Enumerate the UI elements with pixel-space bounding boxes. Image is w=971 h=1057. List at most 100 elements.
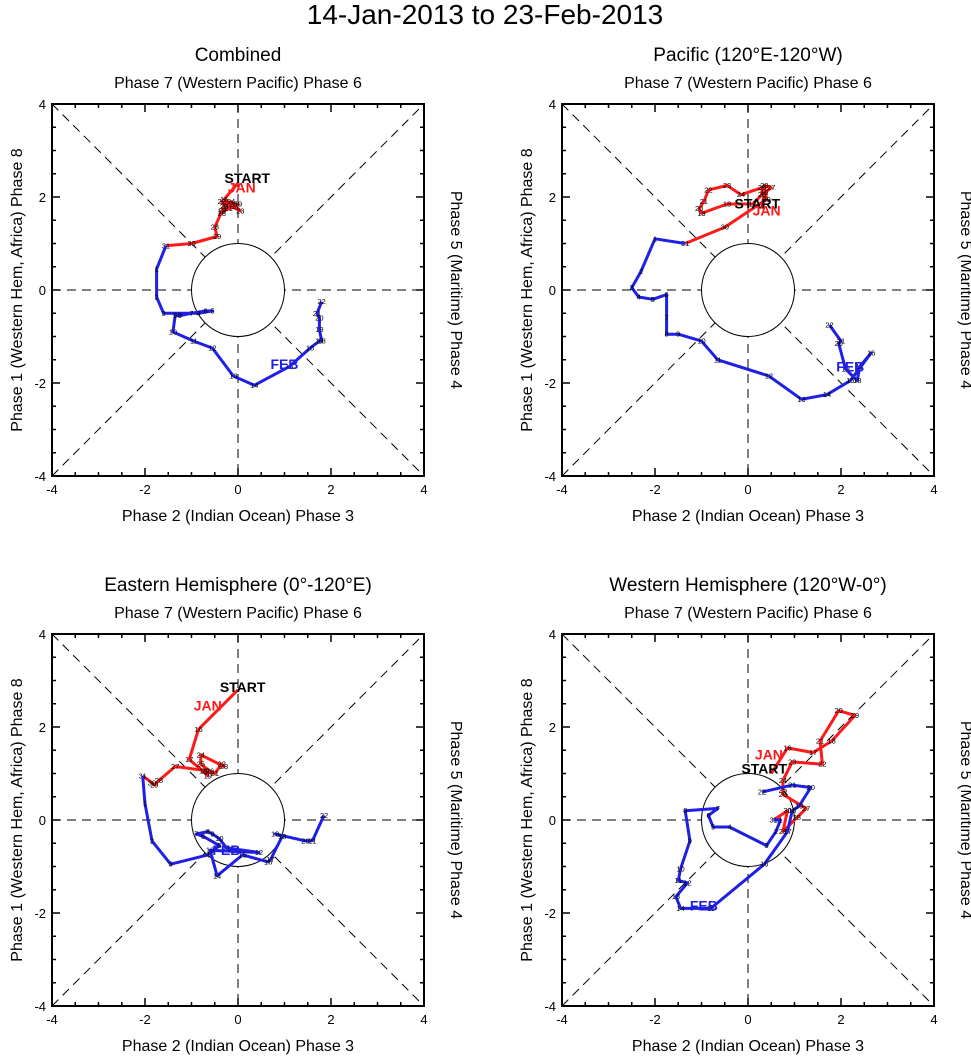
day-label: 22 (218, 760, 226, 769)
day-label: 27 (802, 804, 810, 813)
day-label: 17 (315, 337, 323, 346)
right-phase-label: Phase 5 (Maritime) Phase 4 (957, 191, 971, 389)
x-tick-label: 0 (744, 482, 751, 497)
day-label: 19 (795, 802, 803, 811)
x-tick-label: -2 (139, 1012, 151, 1027)
x-tick-label: 0 (234, 1012, 241, 1027)
day-label: 23 (723, 181, 731, 190)
day-label: 14 (250, 381, 258, 390)
day-label: 9 (676, 330, 680, 339)
day-label: 23 (788, 757, 796, 766)
y-tick-label: 2 (39, 720, 46, 735)
day-label: 11 (714, 355, 722, 364)
x-tick-label: 4 (420, 1012, 427, 1027)
day-label: 13 (229, 372, 237, 381)
day-label: 22 (704, 186, 712, 195)
day-label: 19 (204, 771, 212, 780)
day-label: 5 (210, 306, 214, 315)
day-label: 11 (190, 337, 198, 346)
day-label: 2 (155, 292, 159, 301)
day-label: 4 (196, 309, 200, 318)
y-tick-label: 2 (39, 190, 46, 205)
y-tick-label: 0 (549, 283, 556, 298)
day-label: 17 (809, 748, 817, 757)
day-label: 25 (197, 760, 205, 769)
day-label: 28 (211, 223, 219, 232)
day-label: 22 (320, 811, 328, 820)
day-label: 20 (835, 706, 843, 715)
figure-title: 14-Jan-2013 to 23-Feb-2013 (307, 0, 663, 30)
day-label: 18 (278, 832, 286, 841)
day-label: 17 (783, 827, 791, 836)
day-label: 21 (225, 204, 233, 213)
left-phase-label: Phase 1 (Western Hem, Africa) Phase 8 (519, 148, 536, 431)
day-label: 10 (215, 834, 223, 843)
panel-title: Western Hemisphere (120°W-0°) (609, 575, 886, 596)
panel-3: Eastern Hemisphere (0°-120°E) Phase 7 (We… (9, 575, 464, 1055)
top-phase-label: Phase 7 (Western Pacific) Phase 6 (624, 605, 872, 622)
day-label: 8 (178, 311, 182, 320)
day-label: 31 (769, 816, 777, 825)
jan-label: JAN (753, 203, 781, 219)
jan-track (770, 709, 857, 834)
y-tick-label: -4 (544, 999, 556, 1014)
x-tick-label: 0 (744, 1012, 751, 1027)
day-label: 10 (676, 864, 684, 873)
y-tick-label: 4 (549, 97, 556, 112)
panel-title: Pacific (120°E-120°W) (653, 45, 842, 66)
y-tick-label: 0 (39, 813, 46, 828)
left-phase-label: Phase 1 (Western Hem, Africa) Phase 8 (9, 678, 26, 961)
day-label: 30 (721, 223, 729, 232)
day-label: 17 (748, 199, 756, 208)
day-label: 6 (706, 811, 710, 820)
day-label: 16 (306, 344, 314, 353)
panel-4: Western Hemisphere (120°W-0°) Phase 7 (We… (519, 575, 971, 1055)
day-label: 24 (197, 750, 205, 759)
day-label: 1 (778, 816, 782, 825)
day-label: 18 (723, 199, 731, 208)
feb-track (674, 783, 813, 910)
day-label: 21 (313, 309, 321, 318)
day-label: 26 (218, 209, 226, 218)
day-label: 11 (222, 843, 230, 852)
feb-label: FEB (212, 842, 240, 858)
panel-title: Combined (195, 45, 282, 66)
day-label: 25 (779, 785, 787, 794)
start-label: START (734, 196, 780, 212)
day-label: 2 (150, 836, 154, 845)
day-label: 16 (760, 860, 768, 869)
day-label: 19 (841, 365, 849, 374)
bottom-phase-label: Phase 2 (Indian Ocean) Phase 3 (122, 508, 354, 525)
day-label: 21 (837, 337, 845, 346)
day-label: 5 (711, 822, 715, 831)
day-label: 23 (220, 762, 228, 771)
start-label: START (224, 170, 270, 186)
jan-label: JAN (228, 179, 256, 195)
day-label: 3 (168, 860, 172, 869)
day-label: 30 (783, 806, 791, 815)
day-label: 27 (767, 183, 775, 192)
day-label: 25 (758, 183, 766, 192)
x-tick-label: -4 (46, 1012, 58, 1027)
day-label: 15 (285, 362, 293, 371)
day-label: 22 (218, 197, 226, 206)
day-label: 7 (189, 309, 193, 318)
day-label: 5 (217, 841, 221, 850)
day-label: 3 (162, 309, 166, 318)
right-phase-label: Phase 5 (Maritime) Phase 4 (957, 721, 971, 919)
bottom-phase-label: Phase 2 (Indian Ocean) Phase 3 (632, 508, 864, 525)
day-label: 28 (793, 813, 801, 822)
day-label: 21 (308, 836, 316, 845)
x-tick-label: -4 (46, 482, 58, 497)
x-tick-label: 0 (234, 482, 241, 497)
x-tick-label: -4 (556, 482, 568, 497)
panel-title: Eastern Hemisphere (0°-120°E) (104, 575, 372, 596)
day-label: 29 (213, 232, 221, 241)
x-tick-label: 4 (930, 1012, 937, 1027)
day-label: 12 (765, 372, 773, 381)
day-label: 7 (665, 313, 669, 322)
y-tick-label: -2 (34, 376, 46, 391)
day-label: 24 (737, 190, 745, 199)
day-label: 3 (630, 283, 634, 292)
day-label: 2 (774, 827, 778, 836)
